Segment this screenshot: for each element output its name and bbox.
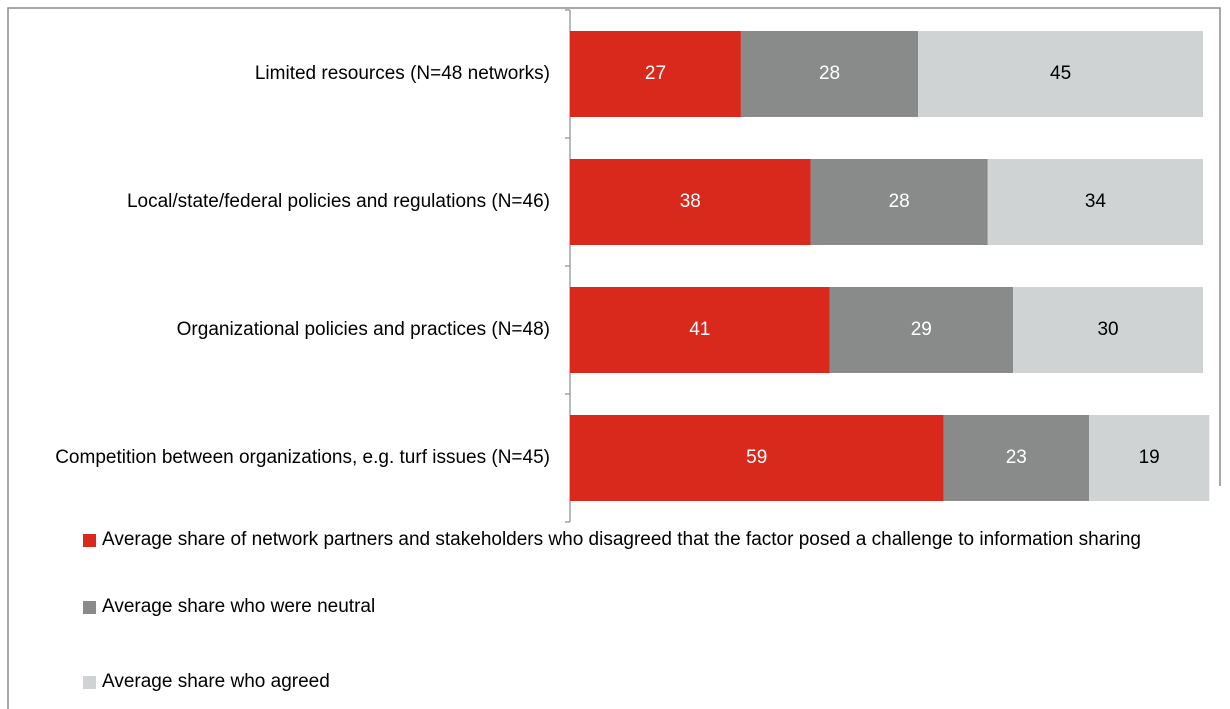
value-label: 28 <box>889 191 910 212</box>
bar-segment <box>570 31 741 117</box>
bar-segment <box>829 287 1014 373</box>
category-label: Local/state/federal policies and regulat… <box>126 191 550 212</box>
category-label: Limited resources (N=48 networks) <box>254 63 550 84</box>
bar-segment <box>810 159 988 245</box>
bar-segment <box>570 287 830 373</box>
value-label: 59 <box>746 447 767 468</box>
value-label: 23 <box>1006 447 1027 468</box>
bar-segment <box>740 31 919 117</box>
bar-segment <box>570 159 811 245</box>
legend-item: Average share of network partners and st… <box>83 527 1222 552</box>
category-label: Organizational policies and practices (N… <box>176 319 550 340</box>
legend-swatch <box>83 676 96 689</box>
legend-label: Average share of network partners and st… <box>102 529 1141 550</box>
frame <box>7 7 1221 709</box>
legend-swatch <box>83 601 96 614</box>
category-label: Competition between organizations, e.g. … <box>55 447 550 468</box>
legend-label: Average share who were neutral <box>102 596 376 617</box>
value-label: 41 <box>689 319 710 340</box>
value-label: 38 <box>680 191 701 212</box>
value-label: 34 <box>1085 191 1107 212</box>
bar-segment <box>570 415 944 501</box>
value-label: 45 <box>1050 63 1071 84</box>
legend-label: Average share who agreed <box>102 671 330 692</box>
legend-item: Average share who agreed <box>83 669 1222 694</box>
value-label: 28 <box>819 63 840 84</box>
value-label: 29 <box>911 319 932 340</box>
legend-swatch <box>83 534 96 547</box>
bar-segment <box>1089 415 1210 501</box>
bar-segment <box>987 159 1203 245</box>
value-label: 30 <box>1097 319 1118 340</box>
value-label: 27 <box>645 63 666 84</box>
bar-segment <box>918 31 1203 117</box>
bar-segment <box>1013 287 1203 373</box>
value-label: 19 <box>1139 447 1160 468</box>
bar-segment <box>943 415 1090 501</box>
legend-item: Average share who were neutral <box>83 594 1222 619</box>
